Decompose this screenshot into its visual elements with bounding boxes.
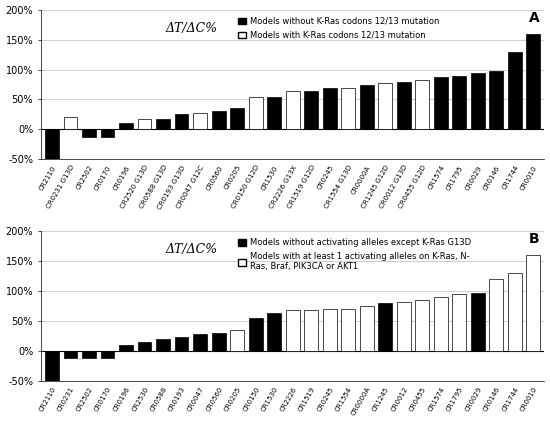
Bar: [156, 119, 170, 130]
Bar: [526, 255, 540, 351]
Bar: [138, 342, 151, 351]
Bar: [304, 310, 318, 351]
Bar: [341, 87, 355, 130]
Legend: Models without activating alleles except K-Ras G13D, Models with at least 1 acti: Models without activating alleles except…: [236, 236, 472, 273]
Bar: [63, 351, 78, 358]
Bar: [434, 77, 448, 130]
Text: A: A: [529, 11, 540, 25]
Bar: [323, 87, 337, 130]
Bar: [526, 33, 540, 130]
Bar: [267, 313, 281, 351]
Bar: [193, 113, 207, 130]
Bar: [360, 84, 373, 130]
Bar: [397, 81, 411, 130]
Bar: [82, 351, 96, 358]
Bar: [119, 124, 133, 130]
Bar: [249, 318, 262, 351]
Bar: [212, 333, 225, 351]
Bar: [378, 83, 392, 130]
Legend: Models without K-Ras codons 12/13 mutation, Models with K-Ras codons 12/13 mutat: Models without K-Ras codons 12/13 mutati…: [236, 15, 441, 41]
Bar: [471, 73, 485, 130]
Text: B: B: [529, 232, 540, 246]
Bar: [434, 297, 448, 351]
Bar: [63, 117, 78, 130]
Bar: [45, 130, 59, 160]
Bar: [341, 309, 355, 351]
Bar: [156, 339, 170, 351]
Bar: [378, 303, 392, 351]
Bar: [397, 301, 411, 351]
Bar: [82, 130, 96, 137]
Bar: [101, 351, 114, 358]
Bar: [285, 90, 300, 130]
Bar: [119, 345, 133, 351]
Bar: [323, 309, 337, 351]
Bar: [452, 76, 466, 130]
Bar: [230, 108, 244, 130]
Bar: [267, 97, 281, 130]
Bar: [193, 335, 207, 351]
Bar: [452, 294, 466, 351]
Bar: [212, 111, 225, 130]
Bar: [415, 80, 429, 130]
Bar: [490, 279, 503, 351]
Text: ΔT/ΔC%: ΔT/ΔC%: [166, 243, 218, 256]
Bar: [304, 90, 318, 130]
Bar: [249, 97, 262, 130]
Bar: [490, 71, 503, 130]
Bar: [508, 51, 522, 130]
Bar: [174, 338, 189, 351]
Bar: [508, 273, 522, 351]
Bar: [174, 114, 189, 130]
Bar: [360, 306, 373, 351]
Bar: [230, 330, 244, 351]
Bar: [138, 119, 151, 130]
Bar: [101, 130, 114, 137]
Text: ΔT/ΔC%: ΔT/ΔC%: [166, 22, 218, 35]
Bar: [415, 300, 429, 351]
Bar: [285, 310, 300, 351]
Bar: [471, 292, 485, 351]
Bar: [45, 351, 59, 381]
